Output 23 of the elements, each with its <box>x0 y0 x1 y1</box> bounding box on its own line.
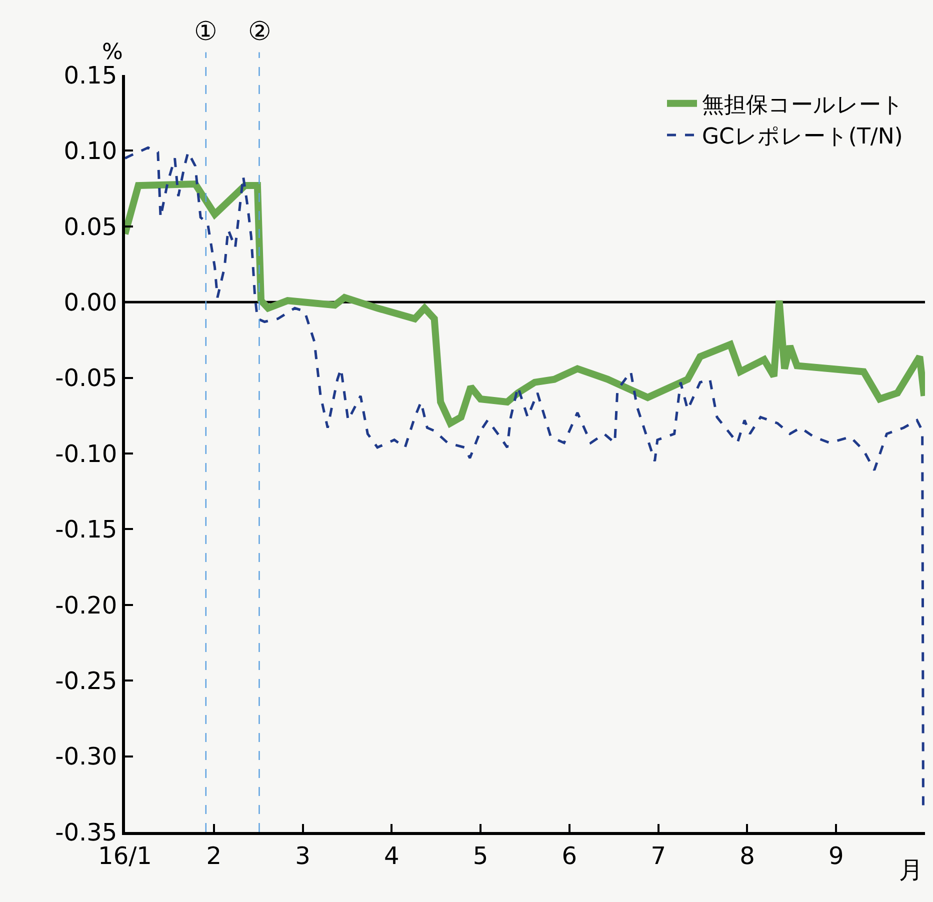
x-tick-label: 6 <box>562 842 578 870</box>
y-tick-label: 0.05 <box>64 212 118 241</box>
y-tick-label: -0.20 <box>55 591 118 620</box>
y-tick-label: -0.05 <box>55 364 118 392</box>
x-tick-label: 5 <box>472 842 488 870</box>
x-tick-label: 4 <box>384 842 400 870</box>
legend-label: GCレポレート(T/N) <box>702 124 903 150</box>
ref-line-label: ① <box>194 17 218 47</box>
x-tick-label: 8 <box>740 842 755 870</box>
y-tick-label: 0.10 <box>64 137 118 166</box>
x-tick-label: 7 <box>650 842 666 870</box>
x-tick-label: 9 <box>828 842 844 870</box>
y-tick-label: -0.30 <box>55 742 118 771</box>
y-tick-label: 0.00 <box>64 288 118 316</box>
line-series <box>125 146 924 808</box>
legend-label: 無担保コールレート <box>702 92 904 118</box>
y-tick-label: -0.15 <box>55 516 118 544</box>
x-axis-title: 月 <box>899 856 923 884</box>
ref-line-label: ② <box>248 17 272 47</box>
y-tick-label: -0.10 <box>55 440 118 468</box>
x-tick-label: 2 <box>206 842 222 870</box>
y-tick-label: -0.25 <box>55 667 118 695</box>
x-tick-label: 3 <box>295 842 310 870</box>
